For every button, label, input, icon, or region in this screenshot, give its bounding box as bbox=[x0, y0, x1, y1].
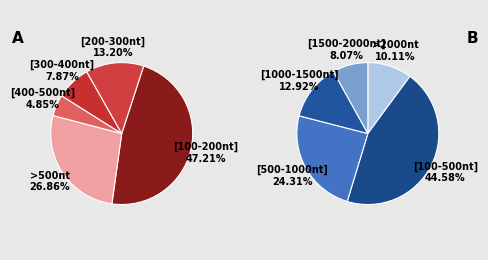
Text: [400-500nt]
4.85%: [400-500nt] 4.85% bbox=[10, 88, 75, 110]
Wedge shape bbox=[333, 63, 368, 134]
Text: [1500-2000nt]
8.07%: [1500-2000nt] 8.07% bbox=[307, 39, 386, 61]
Text: [300-400nt]
7.87%: [300-400nt] 7.87% bbox=[29, 60, 95, 82]
Text: [100-500nt]
44.58%: [100-500nt] 44.58% bbox=[413, 161, 478, 183]
Wedge shape bbox=[87, 63, 143, 134]
Wedge shape bbox=[347, 76, 439, 205]
Wedge shape bbox=[53, 96, 122, 134]
Text: [1000-1500nt]
12.92%: [1000-1500nt] 12.92% bbox=[260, 70, 339, 92]
Wedge shape bbox=[61, 72, 122, 134]
Text: [100-200nt]
47.21%: [100-200nt] 47.21% bbox=[174, 142, 239, 164]
Text: B: B bbox=[466, 31, 478, 46]
Text: >500nt
26.86%: >500nt 26.86% bbox=[29, 171, 70, 192]
Wedge shape bbox=[368, 63, 410, 134]
Text: [200-300nt]
13.20%: [200-300nt] 13.20% bbox=[81, 36, 145, 58]
Wedge shape bbox=[299, 72, 368, 134]
Text: A: A bbox=[12, 31, 23, 46]
Text: >2000nt
10.11%: >2000nt 10.11% bbox=[371, 41, 418, 62]
Wedge shape bbox=[297, 116, 368, 202]
Wedge shape bbox=[112, 66, 193, 205]
Text: [500-1000nt]
24.31%: [500-1000nt] 24.31% bbox=[256, 165, 328, 187]
Wedge shape bbox=[51, 115, 122, 204]
